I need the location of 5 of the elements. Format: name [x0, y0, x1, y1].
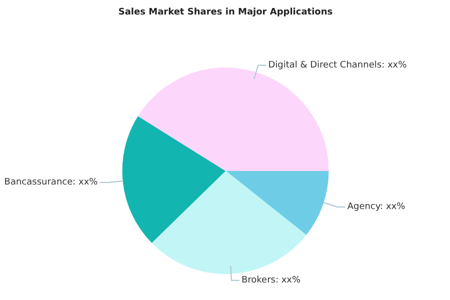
slice-label: Digital & Direct Channels: xx% — [268, 60, 408, 70]
chart-title: Sales Market Shares in Major Applications — [118, 8, 333, 18]
slice-label: Brokers: xx% — [241, 275, 301, 286]
slice-label: Agency: xx% — [347, 202, 406, 212]
slice-label: Bancassurance: xx% — [4, 177, 98, 188]
